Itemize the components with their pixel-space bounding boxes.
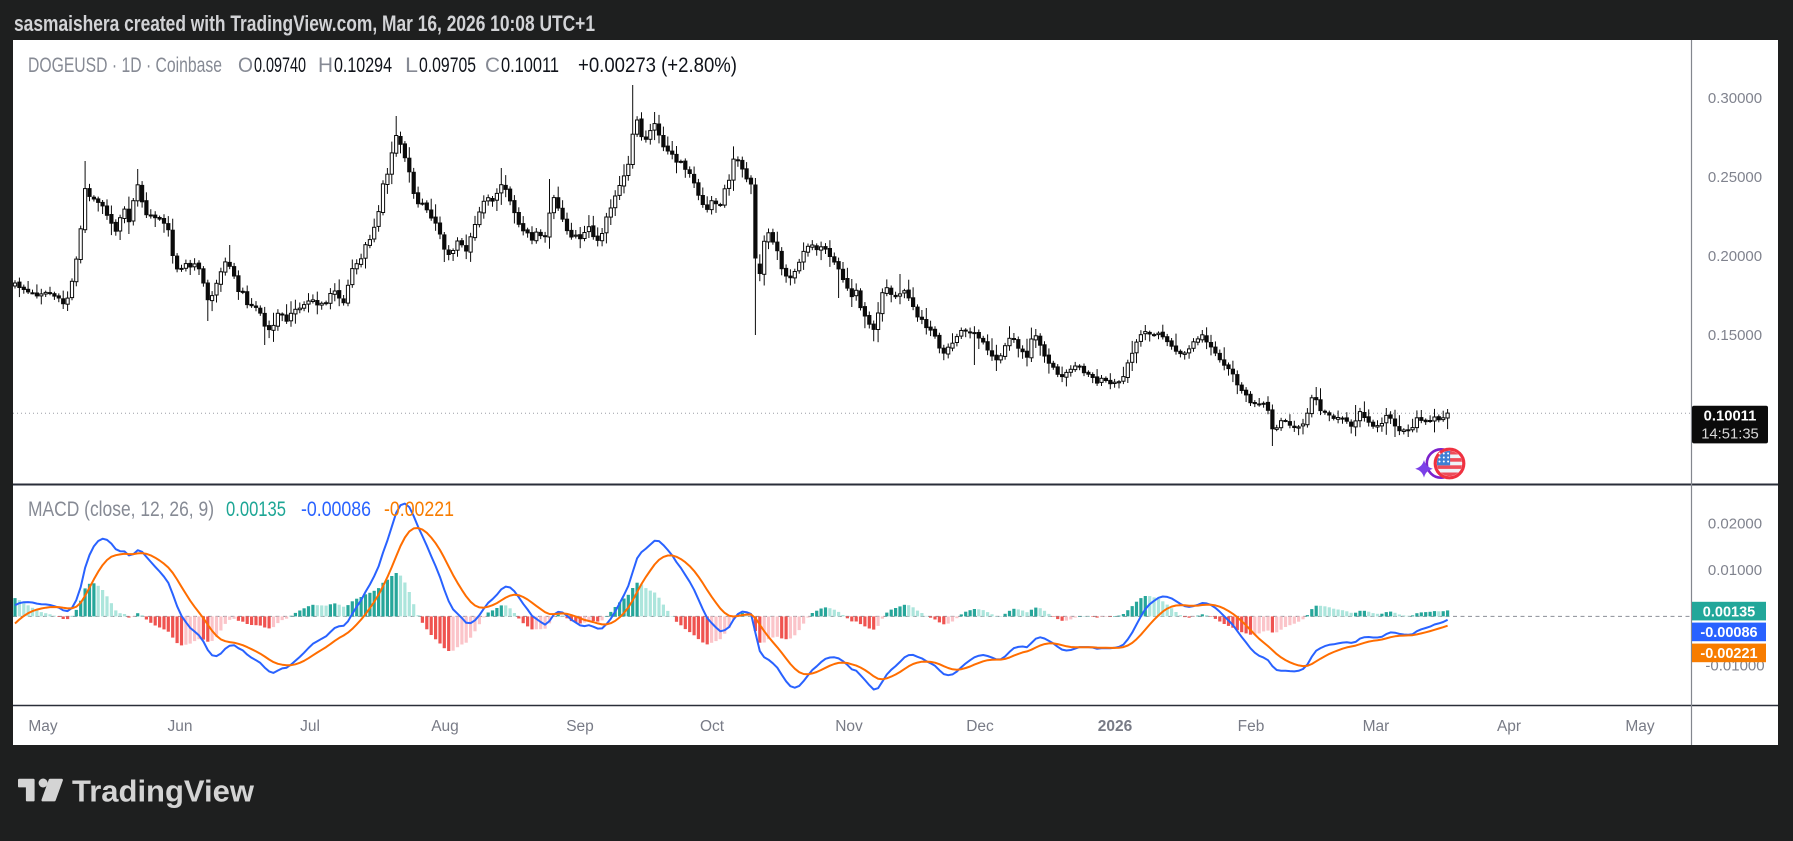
svg-text:14:51:35: 14:51:35 [1701, 426, 1759, 442]
svg-text:O: O [238, 53, 253, 77]
svg-text:2026: 2026 [1098, 718, 1133, 735]
svg-text:Dec: Dec [966, 718, 994, 735]
svg-text:Mar: Mar [1363, 718, 1390, 735]
svg-text:0.01000: 0.01000 [1708, 562, 1762, 579]
svg-text:Oct: Oct [700, 718, 725, 735]
svg-text:-0.00086: -0.00086 [1700, 625, 1757, 641]
svg-text:H: H [318, 53, 333, 77]
svg-text:-0.00086: -0.00086 [301, 497, 371, 521]
svg-text:0.09740: 0.09740 [254, 53, 306, 77]
svg-text:+0.00273 (+2.80%): +0.00273 (+2.80%) [578, 53, 737, 77]
svg-text:Feb: Feb [1238, 718, 1265, 735]
svg-text:Aug: Aug [431, 718, 459, 735]
svg-text:Sep: Sep [566, 718, 594, 735]
svg-text:0.30000: 0.30000 [1708, 90, 1762, 107]
svg-text:0.00135: 0.00135 [1703, 604, 1755, 620]
svg-text:C: C [485, 53, 500, 77]
svg-text:0.10011: 0.10011 [1704, 408, 1757, 424]
svg-text:sasmaishera created with Tradi: sasmaishera created with TradingView.com… [14, 11, 595, 36]
svg-text:May: May [28, 718, 58, 735]
svg-text:Nov: Nov [835, 718, 863, 735]
svg-text:0.10294: 0.10294 [334, 53, 392, 77]
svg-text:TradingView: TradingView [72, 774, 255, 809]
svg-text:-0.00221: -0.00221 [1700, 646, 1757, 662]
svg-text:0.10011: 0.10011 [501, 53, 559, 77]
svg-text:L: L [405, 53, 418, 77]
svg-text:0.02000: 0.02000 [1708, 516, 1762, 533]
svg-text:0.09705: 0.09705 [419, 53, 476, 77]
svg-text:0.15000: 0.15000 [1708, 327, 1762, 344]
svg-text:MACD (close, 12, 26, 9): MACD (close, 12, 26, 9) [28, 497, 214, 521]
svg-text:Apr: Apr [1497, 718, 1521, 735]
svg-text:0.25000: 0.25000 [1708, 169, 1762, 186]
svg-text:Jul: Jul [300, 718, 320, 735]
svg-text:-0.00221: -0.00221 [384, 497, 454, 521]
svg-text:May: May [1625, 718, 1655, 735]
svg-text:DOGEUSD · 1D · Coinbase: DOGEUSD · 1D · Coinbase [28, 53, 222, 77]
svg-text:Jun: Jun [168, 718, 193, 735]
svg-text:0.20000: 0.20000 [1708, 248, 1762, 265]
svg-text:0.00135: 0.00135 [226, 497, 286, 521]
